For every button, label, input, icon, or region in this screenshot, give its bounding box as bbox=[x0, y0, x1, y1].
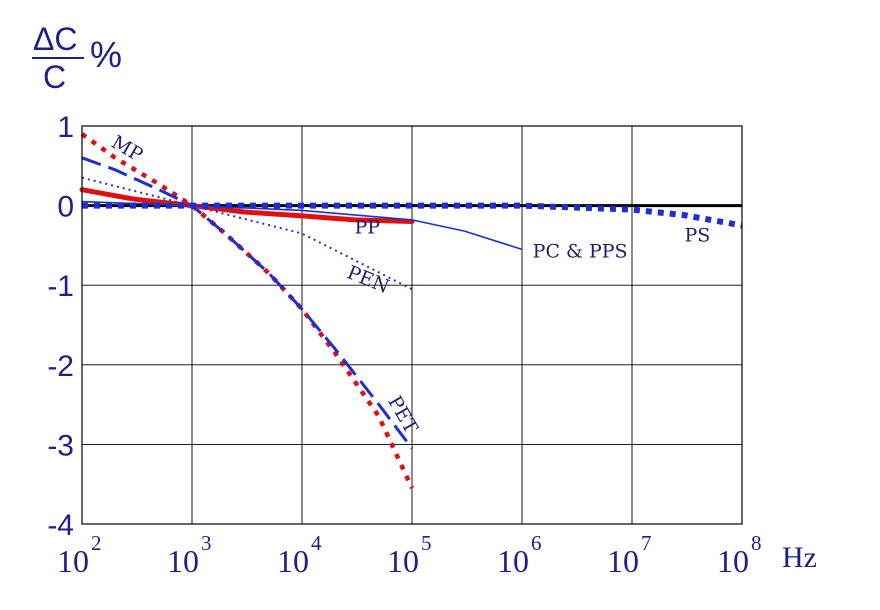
y-tick-label: -3 bbox=[47, 429, 74, 462]
x-tick-exponent: 8 bbox=[751, 531, 762, 555]
x-tick-exponent: 4 bbox=[311, 531, 322, 555]
grid bbox=[81, 125, 743, 525]
y-unit-denominator: C bbox=[43, 59, 66, 95]
y-tick-label: -4 bbox=[47, 509, 74, 542]
x-tick-base: 10 bbox=[167, 543, 199, 579]
series-group bbox=[79, 132, 743, 490]
series-line-pp bbox=[79, 187, 415, 224]
x-tick-label: 10 4 bbox=[277, 531, 322, 579]
x-tick-base: 10 bbox=[57, 543, 89, 579]
x-tick-exponent: 2 bbox=[91, 531, 102, 555]
x-tick-exponent: 7 bbox=[641, 531, 652, 555]
series-line-pen bbox=[81, 176, 413, 291]
x-tick-base: 10 bbox=[387, 543, 419, 579]
x-tick-exponent: 3 bbox=[201, 531, 212, 555]
series-label-pen: PEN bbox=[344, 261, 392, 298]
series-line-pet bbox=[81, 156, 414, 450]
x-unit-label: Hz bbox=[782, 541, 817, 574]
series-label-ps: PS bbox=[684, 224, 710, 246]
series-label-mp: MP bbox=[108, 131, 147, 166]
x-tick-base: 10 bbox=[497, 543, 529, 579]
series-line-mp bbox=[80, 132, 415, 490]
y-tick-label: 0 bbox=[57, 191, 74, 224]
y-tick-label: -1 bbox=[47, 270, 74, 303]
series-label-pc_pps: PC & PPS bbox=[533, 240, 628, 262]
y-unit-suffix: % bbox=[90, 34, 122, 75]
series-labels: MP PP PC & PPS PEN PET PS bbox=[108, 131, 711, 437]
x-tick-base: 10 bbox=[277, 543, 309, 579]
x-tick-label: 10 8 bbox=[717, 531, 762, 579]
x-tick-label: 10 5 bbox=[387, 531, 432, 579]
x-tick-label: 10 6 bbox=[497, 531, 542, 579]
plot-frame bbox=[81, 125, 743, 525]
x-tick-exponent: 5 bbox=[421, 531, 432, 555]
x-tick-label: 10 7 bbox=[607, 531, 652, 579]
y-tick-label: -2 bbox=[47, 350, 74, 383]
x-tick-labels: 10 2 10 3 10 4 10 5 10 6 10 7 10 8 bbox=[57, 531, 762, 579]
series-label-pp: PP bbox=[354, 216, 380, 238]
y-unit-label: ΔC C % bbox=[32, 21, 122, 95]
y-unit-numerator: ΔC bbox=[33, 21, 77, 57]
series-line-ps bbox=[82, 202, 743, 229]
x-tick-exponent: 6 bbox=[531, 531, 542, 555]
x-tick-base: 10 bbox=[717, 543, 749, 579]
y-tick-labels: 1 0 -1 -2 -3 -4 bbox=[47, 111, 74, 542]
x-tick-base: 10 bbox=[607, 543, 639, 579]
x-tick-label: 10 3 bbox=[167, 531, 212, 579]
x-tick-label: 10 2 bbox=[57, 531, 102, 579]
y-tick-label: 1 bbox=[57, 111, 74, 144]
series-label-pet: PET bbox=[383, 392, 422, 437]
series-line-pc_pps bbox=[81, 200, 523, 251]
